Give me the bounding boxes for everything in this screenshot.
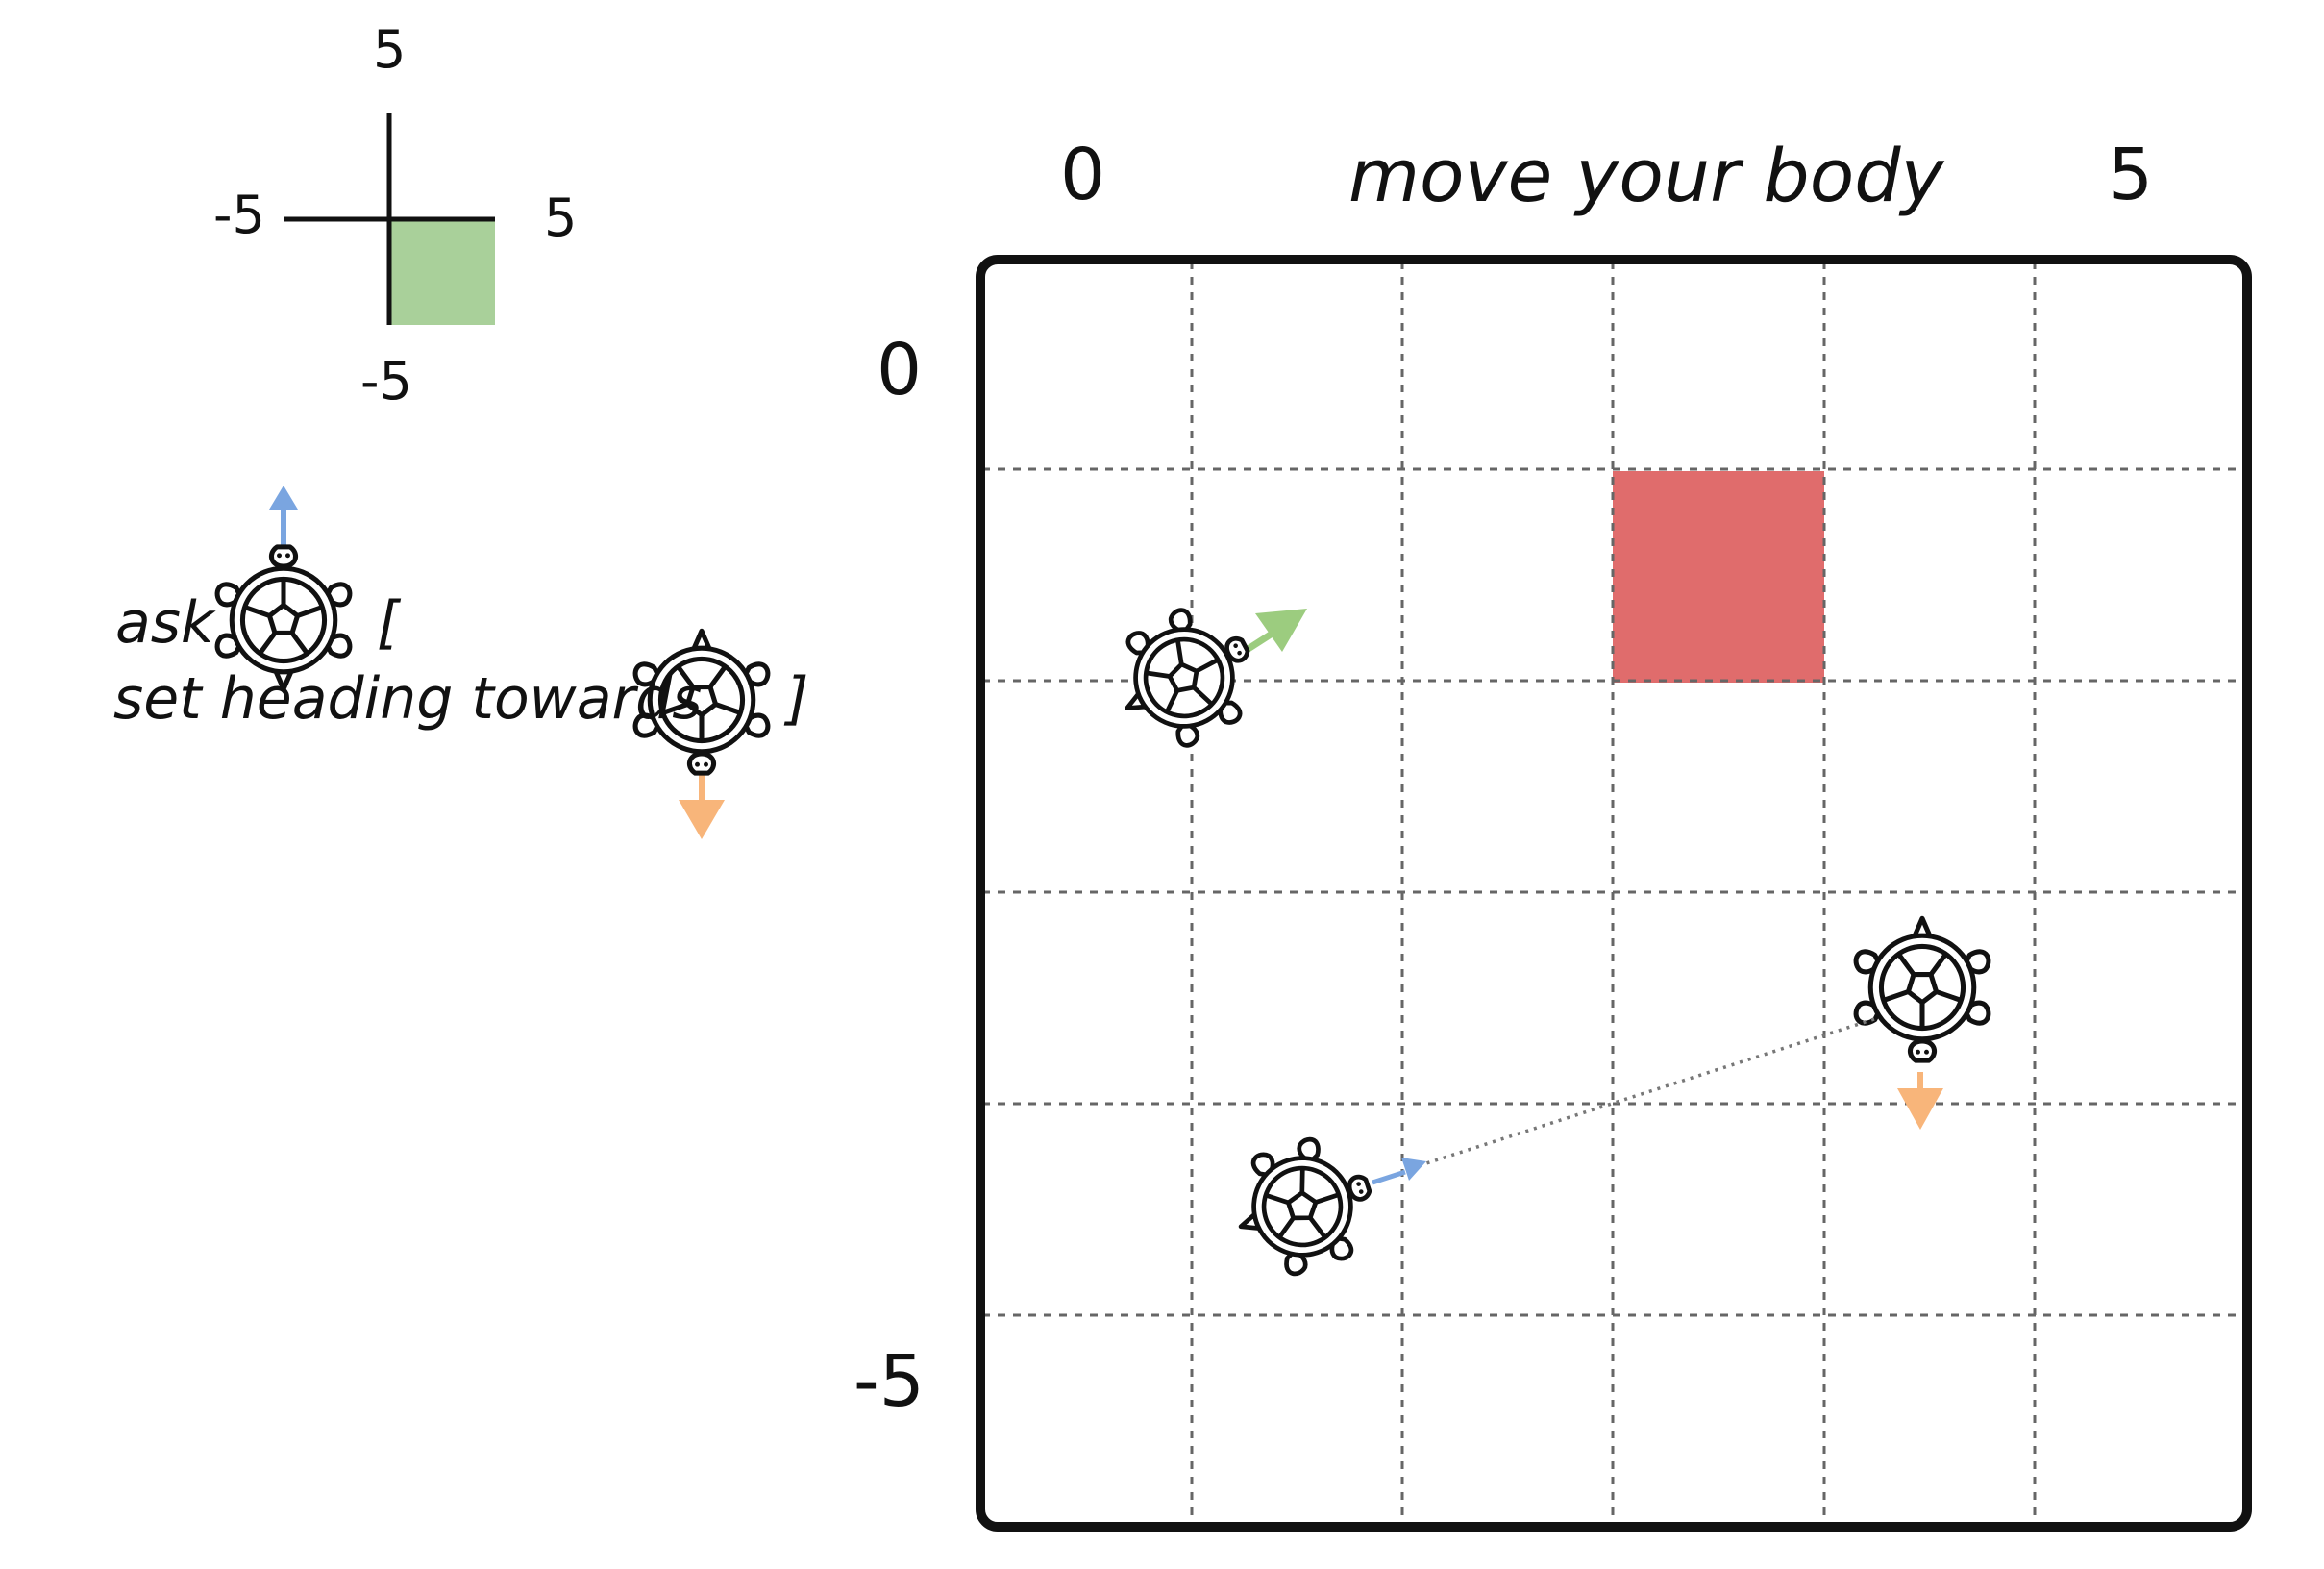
target-turtle-icon [635, 631, 768, 839]
grid-title: move your body [1348, 133, 1944, 218]
quadrant-label-right: 5 [544, 187, 578, 248]
quadrant-key [284, 113, 495, 325]
turtle-right [1856, 918, 1989, 1130]
turtle-upper-left [1098, 590, 1307, 762]
quadrant-highlight [389, 219, 495, 325]
quadrant-label-left: -5 [213, 185, 265, 245]
y-axis-label-bottom: -5 [853, 1340, 925, 1423]
quadrant-label-bottom: -5 [360, 351, 412, 411]
grid-frame [976, 255, 2252, 1532]
turtle-bottom-left [1222, 1126, 1426, 1285]
ask-turtle-icon [217, 486, 350, 689]
y-axis-label-top: 0 [877, 329, 923, 411]
x-axis-label-left: 0 [1060, 134, 1106, 216]
target-patch [1613, 471, 1824, 683]
quadrant-label-top: 5 [373, 19, 407, 80]
set-heading-label: set heading towards [113, 665, 703, 733]
close-bracket: ] [786, 665, 809, 733]
open-bracket: [ [377, 589, 400, 657]
grid-world [976, 255, 2252, 1532]
x-axis-label-right: 5 [2108, 134, 2154, 216]
heading-line [1420, 1017, 1875, 1167]
grid-lines [982, 262, 2245, 1527]
ask-label: ask [115, 589, 214, 657]
